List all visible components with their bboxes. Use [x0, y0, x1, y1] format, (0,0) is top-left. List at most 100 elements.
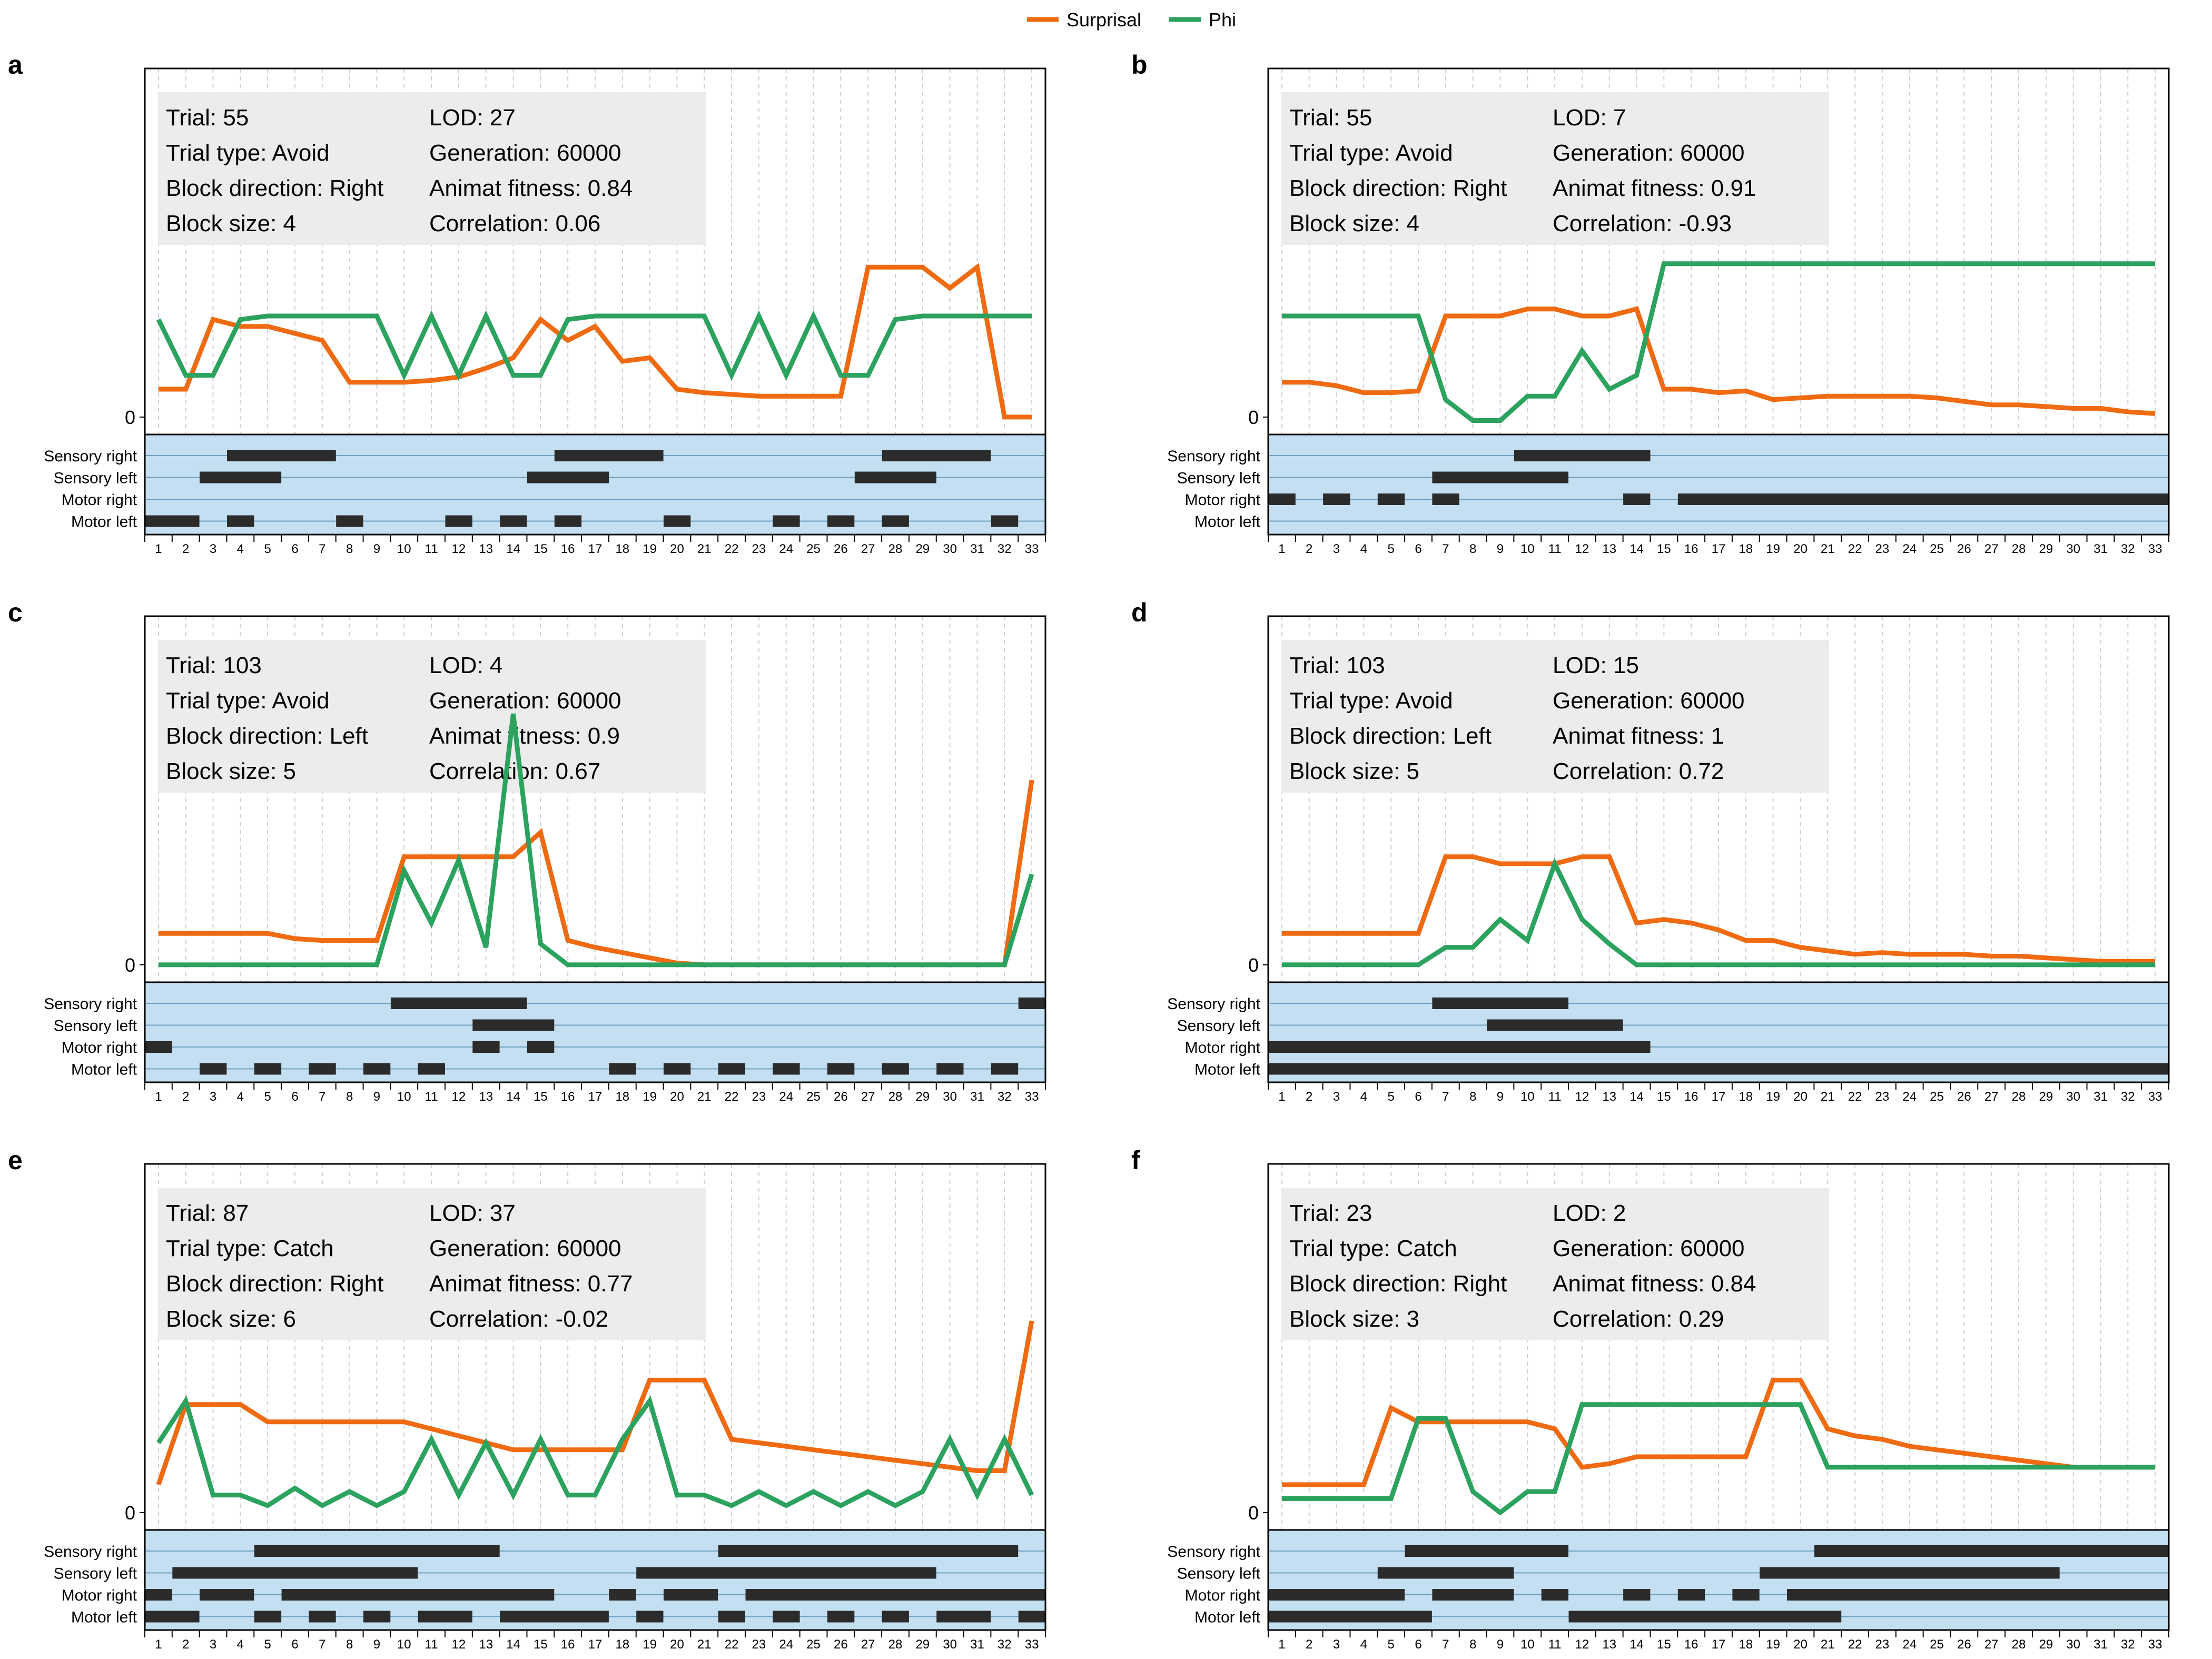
x-axis: 1 2 3 4 5 6 7 8 9 10 11 12 13 14 15 16 17 18 19 20 21 22 23 24 2…: [1268, 1629, 2169, 1652]
x-tick-label: 27: [861, 1637, 875, 1652]
info-line: Generation: 60000: [429, 140, 621, 166]
x-tick-label: 30: [943, 1637, 957, 1652]
sensor-strip: Sensory right Sensory left Motor right Moto…: [1167, 433, 2170, 536]
info-line: Animat fitness: 0.84: [429, 175, 633, 201]
phi-line: [1281, 857, 2156, 967]
x-tick-label: 13: [1602, 1637, 1616, 1652]
info-box-bg: [1281, 640, 1829, 793]
x-tick-label: 19: [1766, 542, 1780, 556]
x-tick-label: 30: [2066, 542, 2080, 556]
x-tick-label: 33: [2148, 1637, 2162, 1652]
sensor-row-label: Sensory right: [44, 1543, 137, 1561]
x-tick-label: 20: [670, 1090, 684, 1104]
x-tick-label: 27: [1984, 1637, 1999, 1652]
x-tick-label: 25: [1930, 1090, 1944, 1104]
sensor-bar: [718, 1063, 745, 1075]
sensor-bar: [1268, 1041, 1651, 1053]
x-tick-label: 33: [1025, 542, 1039, 556]
x-tick-label: 7: [319, 1090, 325, 1104]
x-tick-label: 5: [1388, 542, 1395, 556]
x-tick-label: 3: [1333, 542, 1340, 556]
x-tick-label: 19: [1766, 1090, 1780, 1104]
x-tick-label: 19: [643, 542, 657, 556]
info-line: Block size: 3: [1289, 1306, 1419, 1332]
sensor-bar: [1323, 493, 1350, 505]
sensor-strip: Sensory right Sensory left Motor right Moto…: [44, 981, 1046, 1083]
sensor-bar: [827, 1611, 855, 1623]
x-tick-label: 8: [346, 1637, 353, 1652]
surprisal-line: [158, 263, 1032, 420]
info-line: Block size: 6: [166, 1306, 296, 1332]
x-tick-label: 3: [1333, 1090, 1340, 1104]
sensor-bar: [1432, 471, 1568, 483]
sensor-row-label: Sensory right: [44, 995, 137, 1013]
x-tick-label: 15: [1657, 1090, 1671, 1104]
x-tick-label: 19: [643, 1637, 657, 1652]
x-tick-label: 20: [1793, 542, 1808, 556]
grid: [1281, 1164, 2156, 1530]
x-tick-label: 8: [346, 542, 353, 556]
x-tick-label: 26: [834, 1637, 848, 1652]
sensor-bar: [636, 1567, 936, 1579]
info-line: Block direction: Right: [1289, 175, 1507, 201]
sensor-bar: [1377, 1567, 1514, 1579]
info-line: Trial type: Catch: [166, 1236, 334, 1261]
x-tick-label: 9: [1497, 1637, 1504, 1652]
sensor-bar: [145, 515, 200, 527]
sensor-bar: [1677, 1589, 1705, 1601]
sensor-bar: [418, 1063, 445, 1075]
x-tick-label: 12: [452, 1637, 466, 1652]
sensor-row-label: Motor right: [62, 1039, 137, 1056]
sensor-bar: [1268, 1611, 1432, 1623]
x-tick-label: 27: [861, 542, 875, 556]
x-tick-label: 23: [752, 1090, 766, 1104]
x-tick-label: 2: [1306, 1090, 1312, 1104]
sensor-bar: [773, 515, 800, 527]
x-tick-label: 33: [2148, 542, 2162, 556]
info-line: Correlation: 0.29: [1553, 1306, 1724, 1332]
x-tick-label: 21: [697, 1637, 712, 1652]
x-tick-label: 22: [725, 1637, 739, 1652]
x-tick-label: 29: [915, 542, 930, 556]
info-box: Trial: 103 Trial type: Avoid Block directi…: [158, 640, 706, 793]
sensor-row-label: Motor left: [1194, 514, 1261, 531]
x-tick-label: 17: [1712, 542, 1726, 556]
x-tick-label: 29: [2039, 1090, 2053, 1104]
x-tick-label: 31: [2094, 1637, 2108, 1652]
sensor-bar: [418, 1611, 472, 1623]
info-line: Correlation: -0.93: [1553, 211, 1732, 236]
panel-letter: e: [8, 1146, 23, 1175]
phi-line: [1281, 261, 2156, 423]
sensor-row-label: Sensory left: [1177, 1565, 1261, 1583]
x-tick-label: 8: [346, 1090, 353, 1104]
sensor-row-label: Sensory right: [1167, 1543, 1260, 1561]
x-tick-label: 3: [1333, 1637, 1340, 1652]
x-tick-label: 11: [1548, 1090, 1562, 1104]
sensor-bar: [554, 450, 664, 461]
info-line: Block size: 5: [166, 758, 296, 784]
info-line: Trial: 87: [166, 1200, 249, 1226]
x-tick-label: 15: [1657, 542, 1671, 556]
x-tick-label: 5: [264, 1637, 271, 1652]
sensor-bar: [1787, 1589, 2169, 1601]
info-line: LOD: 27: [429, 105, 516, 131]
sensor-bar: [527, 1041, 555, 1053]
x-tick-label: 24: [1902, 1090, 1917, 1104]
surprisal-line: [1281, 1377, 2156, 1487]
sensor-bar: [1268, 1063, 2169, 1075]
x-tick-label: 25: [1930, 542, 1944, 556]
x-tick-label: 12: [452, 542, 466, 556]
x-tick-label: 8: [1469, 1637, 1476, 1652]
info-box: Trial: 55 Trial type: Avoid Block directio…: [158, 92, 706, 245]
x-tick-label: 28: [2012, 542, 2026, 556]
sensor-bar: [472, 1019, 555, 1031]
x-tick-label: 12: [1575, 1090, 1589, 1104]
sensor-row-label: Motor left: [71, 514, 137, 531]
x-tick-label: 16: [1684, 542, 1698, 556]
surprisal-line: [1281, 854, 2156, 964]
info-line: Correlation: 0.72: [1553, 758, 1724, 784]
x-tick-label: 15: [534, 542, 548, 556]
x-tick-label: 2: [182, 542, 189, 556]
panel-d: d Trial: 103 Trial type: Avoid Block direct…: [1131, 598, 2170, 1104]
